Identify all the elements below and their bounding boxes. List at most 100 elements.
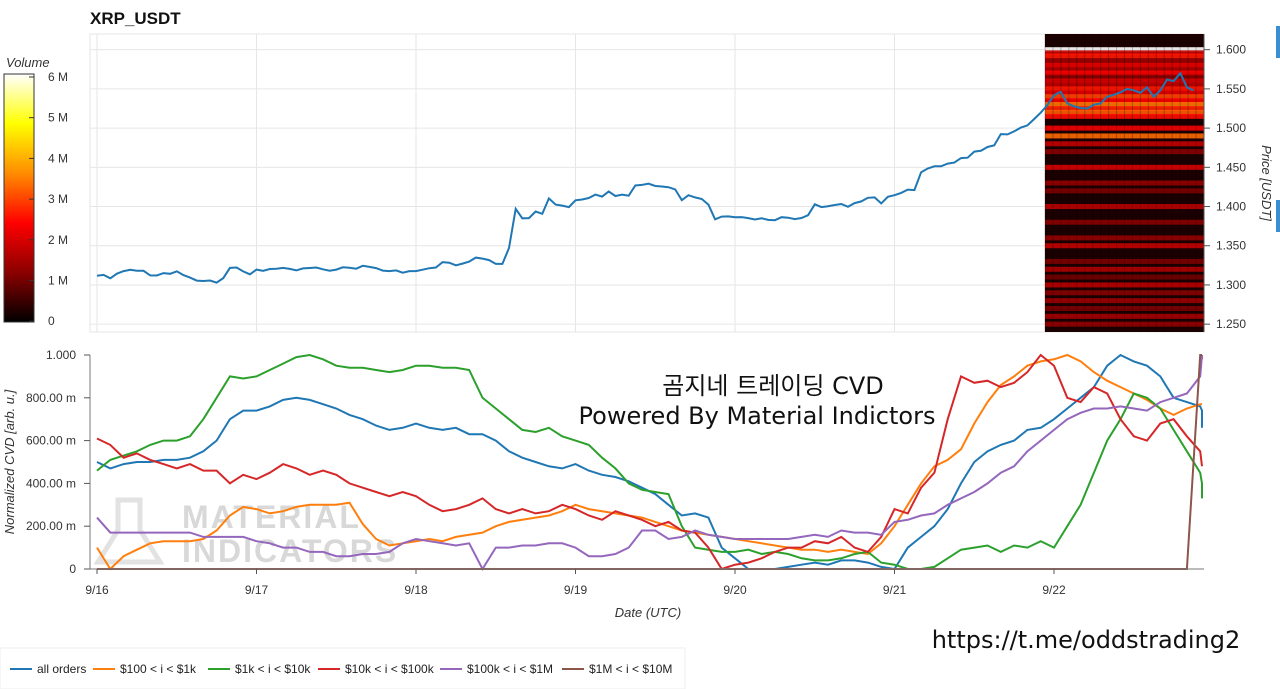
legend-label[interactable]: $1k < i < $10k [235, 662, 311, 676]
heatmap-row [1045, 90, 1204, 96]
cvd-x-tick-label: 9/21 [883, 583, 907, 597]
legend-label[interactable]: all orders [37, 662, 86, 676]
faint-watermark-line2: INDICATORS [182, 533, 398, 569]
cvd-tick-label: 600.00 m [26, 434, 76, 448]
cvd-x-tick-label: 9/17 [245, 583, 269, 597]
heatmap-row [1045, 125, 1204, 131]
heatmap-row [1045, 66, 1204, 72]
cvd-y-axis: 1.000 800.00 m 600.00 m 400.00 m 200.00 m 0 [26, 348, 90, 576]
watermark-line1: 곰지네 트레이딩 CVD [662, 372, 883, 400]
legend-label[interactable]: $100 < i < $1k [120, 662, 197, 676]
orderbook-heatmap [1044, 34, 1204, 332]
flask-logo [93, 497, 165, 565]
legend-label[interactable]: $100k < i < $1M [467, 662, 553, 676]
price-line [96, 71, 1195, 284]
heatmap-row [1045, 164, 1204, 170]
heatmap-row [1045, 133, 1204, 139]
cvd-x-axis-label: Date (UTC) [615, 605, 681, 620]
heatmap-row [1045, 78, 1204, 84]
heatmap-row [1045, 58, 1204, 64]
heatmap-row [1045, 258, 1204, 264]
colorbar-tick-label: 6 M [48, 70, 68, 84]
colorbar-tick-label: 5 M [48, 111, 68, 125]
cvd-tick-label: 400.00 m [26, 476, 76, 490]
heatmap-row [1045, 106, 1204, 111]
heatmap-row [1045, 305, 1204, 311]
legend: all orders $100 < i < $1k $1k < i < $10k $1… [0, 647, 686, 689]
price-y-axis-label: Price [USDT] [1259, 145, 1274, 221]
colorbar: Volume 6 M 5 M 4 M 3 M 2 M 1 M 0 [3, 55, 68, 328]
cvd-tick-label: 1.000 [46, 348, 76, 362]
cvd-x-tick-label: 9/20 [723, 583, 747, 597]
heatmap-row [1045, 50, 1204, 56]
cvd-x-tick-label: 9/16 [85, 583, 109, 597]
heatmap-row [1045, 141, 1204, 147]
heatmap-row [1045, 243, 1204, 249]
heatmap-row [1045, 62, 1204, 68]
legend-label[interactable]: $10k < i < $100k [345, 662, 435, 676]
watermark-line2: Powered By Material Indictors [579, 402, 936, 430]
heatmap-row [1045, 113, 1204, 119]
price-tick-label: 1.550 [1216, 82, 1246, 96]
colorbar-tick-label: 2 M [48, 233, 68, 247]
cvd-series-line [96, 353, 1203, 571]
cvd-series-line [96, 353, 1203, 571]
colorbar-gradient-bar [3, 73, 35, 323]
cvd-x-tick-label: 9/19 [564, 583, 588, 597]
heatmap-row [1045, 47, 1204, 53]
price-panel: 1.600 1.550 1.500 1.450 1.400 1.350 1.300 1.250… [89, 26, 1280, 333]
heatmap-row [1045, 290, 1204, 296]
cvd-tick-label: 800.00 m [26, 391, 76, 405]
colorbar-tick-label: 1 M [48, 274, 68, 288]
colorbar-label: Volume [6, 55, 50, 70]
scroll-indicator-top[interactable] [1276, 26, 1280, 58]
heatmap-row [1045, 70, 1204, 76]
telegram-url: https://t.me/oddstrading2 [932, 626, 1241, 654]
price-tick-label: 1.450 [1216, 160, 1246, 174]
colorbar-tick-label: 4 M [48, 151, 68, 165]
price-tick-label: 1.350 [1216, 239, 1246, 253]
heatmap-row [1045, 282, 1204, 288]
heatmap-row [1045, 204, 1204, 210]
scroll-indicator-bottom[interactable] [1276, 200, 1280, 232]
heatmap-row [1045, 321, 1204, 327]
cvd-series-line [96, 353, 1203, 570]
cvd-x-tick-label: 9/18 [404, 583, 428, 597]
heatmap-row [1045, 188, 1204, 194]
heatmap-row [1045, 86, 1204, 92]
cvd-series-line [96, 353, 1202, 571]
price-y-axis: 1.600 1.550 1.500 1.450 1.400 1.350 1.300 1.250 [1203, 34, 1246, 332]
cvd-series-line [96, 354, 1203, 572]
heatmap-row [1045, 274, 1204, 280]
price-tick-label: 1.500 [1216, 121, 1246, 135]
cvd-tick-label: 200.00 m [26, 519, 76, 533]
heatmap-row [1045, 94, 1204, 100]
cvd-x-tick-label: 9/22 [1042, 583, 1066, 597]
legend-label[interactable]: $1M < i < $10M [589, 662, 672, 676]
chart-title: XRP_USDT [90, 9, 181, 28]
heatmap-row [1045, 53, 1204, 59]
heatmap-row [1045, 235, 1204, 241]
heatmap-row [1045, 149, 1204, 155]
price-tick-label: 1.400 [1216, 200, 1246, 214]
heatmap-row [1045, 82, 1204, 88]
heatmap-row [1045, 298, 1204, 304]
heatmap-row [1045, 219, 1204, 225]
heatmap-row [1045, 98, 1204, 104]
heatmap-row [1045, 109, 1204, 115]
price-tick-label: 1.300 [1216, 278, 1246, 292]
colorbar-tick-label: 3 M [48, 192, 68, 206]
heatmap-row [1045, 180, 1204, 186]
cvd-tick-label: 0 [69, 562, 76, 576]
legend-items: all orders $100 < i < $1k $1k < i < $10k $1… [10, 662, 672, 676]
heatmap-row [1045, 102, 1204, 108]
price-tick-label: 1.250 [1216, 317, 1246, 331]
cvd-x-axis: 9/16 9/17 9/18 9/19 9/20 9/21 9/22 [85, 569, 1066, 597]
cvd-y-axis-label: Normalized CVD [arb. u.] [2, 389, 17, 534]
heatmap-row [1045, 313, 1204, 319]
colorbar-ticks: 6 M 5 M 4 M 3 M 2 M 1 M 0 [29, 70, 68, 328]
heatmap-row [1045, 74, 1204, 80]
heatmap-row [1045, 266, 1204, 272]
